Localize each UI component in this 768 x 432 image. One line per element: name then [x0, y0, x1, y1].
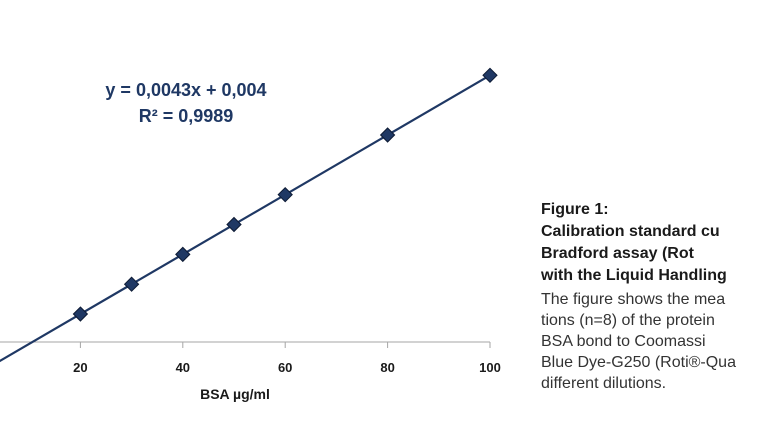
figure-body-line-5: different dilutions. — [541, 375, 667, 392]
data-point-marker — [379, 127, 396, 143]
figure-number: Figure 1: — [541, 201, 609, 218]
x-tick-label: 80 — [380, 360, 394, 375]
data-point-marker — [226, 216, 242, 233]
regression-equation: y = 0,0043x + 0,004 — [105, 80, 267, 100]
r-squared-label: R² = 0,9989 — [138, 106, 234, 126]
data-point-marker — [482, 67, 498, 84]
x-tick-label: 20 — [73, 360, 87, 375]
figure-body-line-4: Blue Dye-G250 (Roti®-Qua — [541, 354, 736, 371]
figure-body-line-3: BSA bond to Coomassi — [541, 333, 706, 350]
x-tick-label: 100 — [479, 360, 501, 375]
figure-caption: Figure 1: Calibration standard cu Bradfo… — [541, 199, 768, 394]
x-tick-label: 60 — [278, 360, 292, 375]
data-point-marker — [123, 276, 140, 292]
x-axis-title: BSA µg/ml — [200, 386, 270, 402]
figure-heading-line-2: Bradford assay (Rot — [541, 245, 694, 262]
figure-heading: Calibration standard cu Bradford assay (… — [541, 221, 768, 287]
x-tick-label: 40 — [176, 360, 190, 375]
figure-heading-line-1: Calibration standard cu — [541, 223, 720, 240]
figure-body-line-2: tions (n=8) of the protein — [541, 312, 715, 329]
figure-description: The figure shows the mea tions (n=8) of … — [541, 289, 768, 394]
figure-body-line-1: The figure shows the mea — [541, 291, 726, 308]
data-point-marker — [72, 306, 89, 322]
data-point-marker — [175, 246, 191, 263]
data-point-marker — [277, 186, 293, 203]
figure-heading-line-3: with the Liquid Handling — [541, 267, 727, 284]
